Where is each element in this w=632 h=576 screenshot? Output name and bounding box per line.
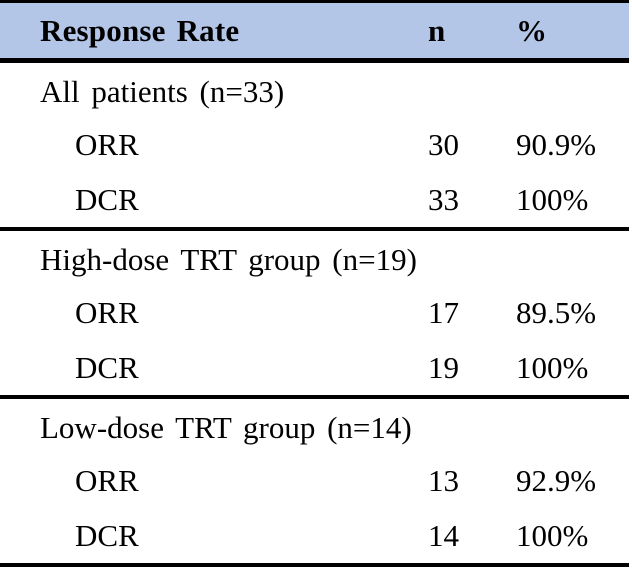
section-title-row: Low-dose TRT group (n=14) <box>0 399 629 453</box>
row-label: DCR <box>75 517 139 553</box>
percent-value: 90.9% <box>516 126 597 162</box>
table-header-row: Response Rate n % <box>0 3 629 63</box>
n-value: 17 <box>428 294 459 330</box>
section-low-dose: Low-dose TRT group (n=14) ORR 13 92.9% D… <box>0 399 629 567</box>
row-label: DCR <box>75 349 139 385</box>
percent-value: 92.9% <box>516 462 597 498</box>
table-row: ORR 30 90.9% <box>0 117 629 172</box>
row-label: ORR <box>75 126 139 162</box>
table-row: DCR 19 100% <box>0 340 629 395</box>
n-value: 13 <box>428 462 459 498</box>
section-title: All patients (n=33) <box>40 74 285 109</box>
column-header-response-rate: Response Rate <box>40 12 240 48</box>
table-row: DCR 14 100% <box>0 508 629 563</box>
section-title: Low-dose TRT group (n=14) <box>40 410 412 445</box>
column-header-percent: % <box>516 12 548 48</box>
n-value: 30 <box>428 126 459 162</box>
table-row: ORR 13 92.9% <box>0 453 629 508</box>
percent-value: 89.5% <box>516 294 597 330</box>
n-value: 14 <box>428 517 459 553</box>
section-high-dose: High-dose TRT group (n=19) ORR 17 89.5% … <box>0 231 629 399</box>
table-row: DCR 33 100% <box>0 172 629 227</box>
n-value: 33 <box>428 181 459 217</box>
percent-value: 100% <box>516 181 589 217</box>
n-value: 19 <box>428 349 459 385</box>
column-header-n: n <box>428 12 446 48</box>
section-title: High-dose TRT group (n=19) <box>40 242 417 277</box>
percent-value: 100% <box>516 517 589 553</box>
section-title-row: All patients (n=33) <box>0 63 629 117</box>
table-row: ORR 17 89.5% <box>0 285 629 340</box>
row-label: ORR <box>75 462 139 498</box>
percent-value: 100% <box>516 349 589 385</box>
row-label: DCR <box>75 181 139 217</box>
response-rate-table: Response Rate n % All patients (n=33) OR… <box>0 0 629 567</box>
section-title-row: High-dose TRT group (n=19) <box>0 231 629 285</box>
row-label: ORR <box>75 294 139 330</box>
section-all-patients: All patients (n=33) ORR 30 90.9% DCR 33 … <box>0 63 629 231</box>
